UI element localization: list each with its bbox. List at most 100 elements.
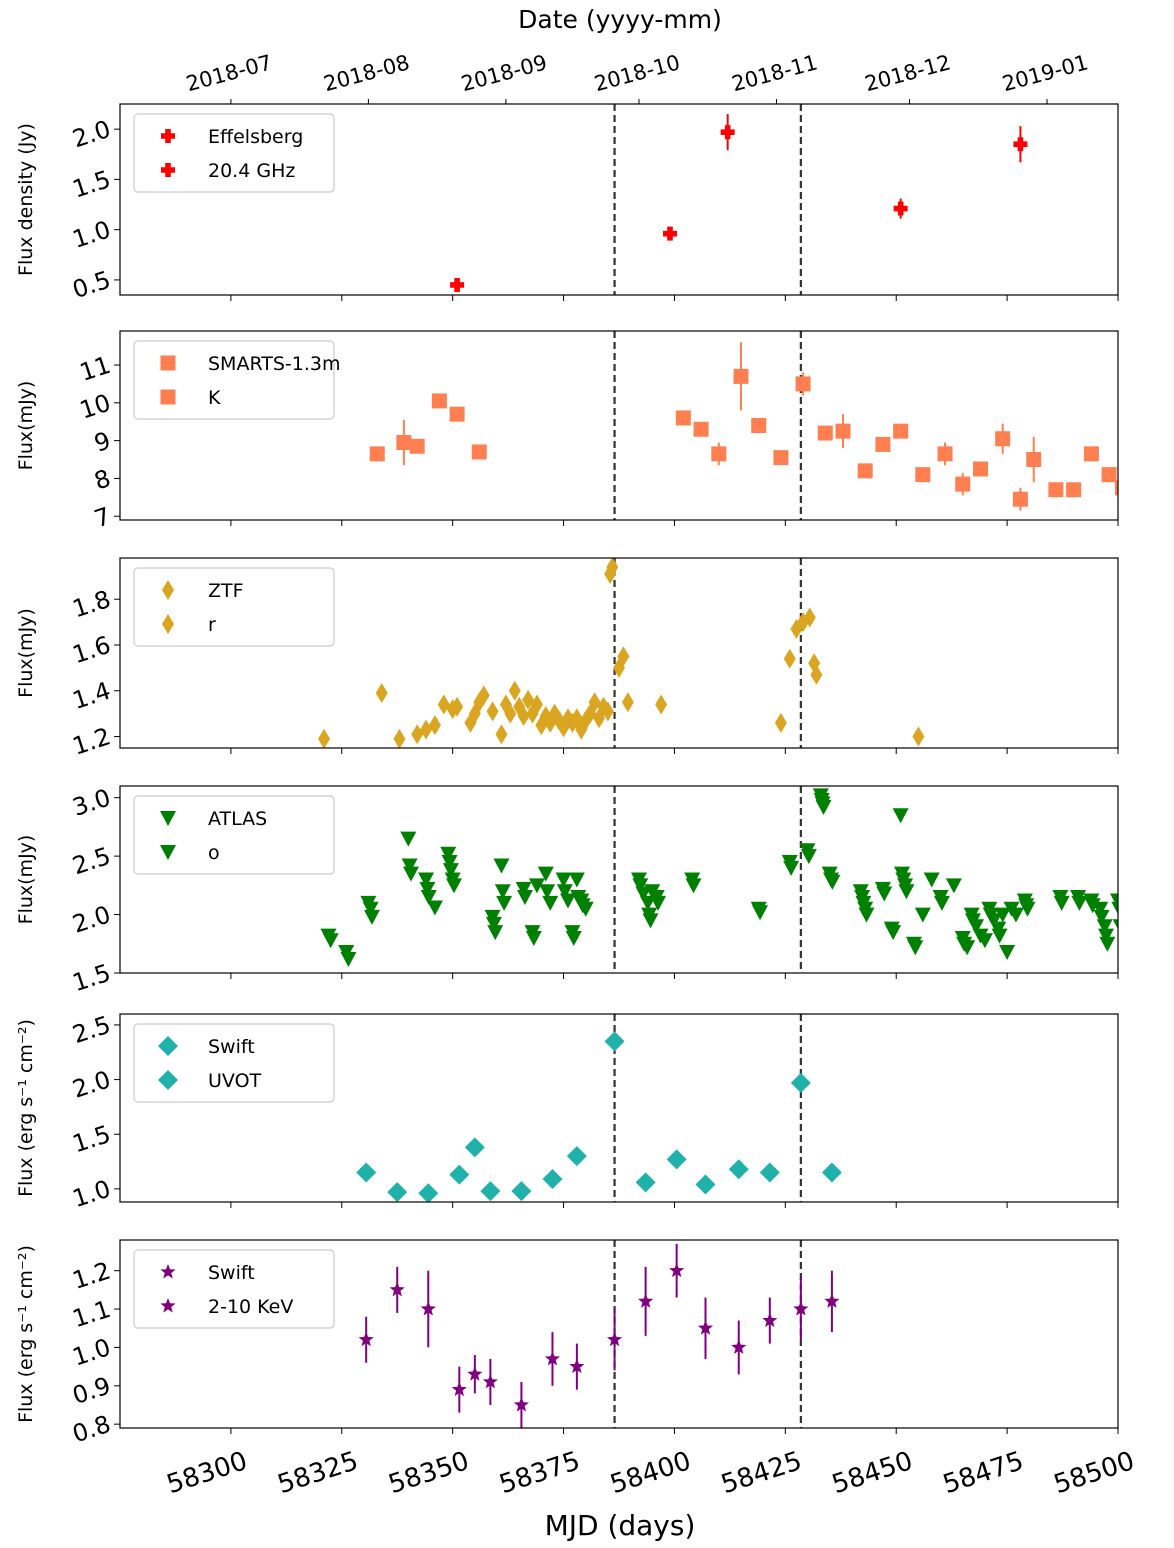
data-point: [959, 940, 976, 956]
data-point-shape: [666, 1149, 687, 1170]
data-point-shape: [733, 368, 749, 384]
y-tick-label: 10: [76, 389, 114, 425]
legend-label: Swift: [208, 1036, 255, 1058]
data-point: [1096, 919, 1113, 935]
legend-label: 2-10 KeV: [208, 1296, 293, 1318]
data-point-shape: [451, 1381, 467, 1397]
legend-label: o: [208, 842, 220, 864]
y-tick-label: 1.2: [69, 1256, 114, 1294]
data-point-shape: [685, 878, 702, 894]
legend-label: 20.4 GHz: [208, 160, 295, 182]
data-point-shape: [892, 808, 909, 824]
data-series: [356, 1031, 842, 1202]
data-point-shape: [655, 694, 668, 715]
data-point-shape: [508, 680, 521, 701]
data-point: [912, 726, 925, 747]
data-point: [495, 724, 508, 745]
top-x-tick-label: 2018-10: [592, 50, 683, 96]
data-point-shape: [635, 886, 652, 902]
panel-5: 1.0 1.5 2.0 2.5 Flux (erg s⁻¹ cm⁻²) Swift UVOT: [15, 1011, 1119, 1213]
data-point-shape: [1048, 482, 1064, 498]
data-point-shape: [803, 607, 816, 628]
data-point: [914, 907, 931, 923]
data-point: [375, 683, 388, 704]
legend-box: [133, 1023, 335, 1103]
data-point-shape: [420, 1301, 436, 1316]
data-point: [720, 125, 735, 140]
panel-3: 1.2 1.4 1.6 1.8 Flux(mJy) ZTF r: [15, 557, 1119, 761]
data-point-shape: [588, 692, 601, 713]
data-point: [675, 410, 691, 426]
data-point: [795, 376, 811, 392]
data-point: [369, 446, 385, 462]
data-point-shape: [635, 1172, 656, 1193]
data-point-shape: [451, 696, 464, 717]
data-point: [821, 1162, 842, 1183]
top-x-tick-label: 2018-08: [321, 50, 412, 96]
data-point: [318, 728, 331, 748]
data-point-shape: [480, 1181, 501, 1202]
data-point-shape: [515, 881, 532, 897]
data-point-shape: [835, 423, 851, 439]
data-point: [515, 881, 532, 897]
data-point-shape: [621, 692, 634, 713]
data-point-shape: [790, 1072, 811, 1093]
data-point-shape: [955, 476, 971, 492]
legend-marker: [162, 580, 174, 600]
bottom-x-axis-title: MJD (days): [545, 1509, 696, 1542]
data-point: [995, 431, 1011, 447]
data-point: [522, 689, 535, 710]
data-point-shape: [959, 940, 976, 956]
y-tick-label: 2.0: [69, 1065, 114, 1103]
data-point: [968, 919, 985, 935]
data-point-shape: [773, 450, 789, 466]
data-point-shape: [711, 446, 727, 462]
y-tick-label: 1.4: [69, 677, 114, 715]
data-point-shape: [419, 881, 436, 897]
data-point: [411, 724, 424, 745]
data-point: [525, 930, 542, 946]
data-point: [418, 1183, 439, 1202]
legend-marker-shape: [160, 1298, 176, 1313]
data-point-shape: [1098, 928, 1115, 944]
data-point: [937, 446, 953, 462]
legend-label: UVOT: [208, 1070, 262, 1092]
y-axis-title: Flux (erg s⁻¹ cm⁻²): [15, 1019, 37, 1197]
legend-marker-shape: [160, 811, 176, 826]
data-point-shape: [440, 846, 457, 862]
data-point-shape: [991, 928, 1008, 944]
y-tick-label: 0.5: [69, 266, 114, 304]
data-point-shape: [1053, 895, 1070, 911]
y-tick-label: 1.2: [69, 722, 114, 760]
y-tick-label: 1.0: [69, 215, 114, 253]
data-point: [803, 607, 816, 628]
y-tick-label: 8: [91, 464, 114, 495]
data-point: [655, 694, 668, 715]
top-x-tick-label: 2018-11: [729, 50, 820, 96]
bottom-x-tick-label: 58425: [718, 1446, 806, 1500]
legend-marker: [160, 389, 176, 405]
data-point-shape: [542, 1169, 563, 1190]
data-point: [1066, 482, 1082, 498]
data-point-shape: [751, 418, 767, 433]
data-point: [449, 1164, 470, 1185]
data-point-shape: [418, 872, 435, 888]
data-point: [711, 446, 727, 462]
data-point: [815, 800, 832, 816]
y-tick-label: 2.0: [69, 900, 114, 938]
data-point-shape: [893, 423, 909, 439]
data-point: [494, 884, 511, 900]
data-point-shape: [400, 831, 417, 847]
data-point-shape: [815, 800, 832, 816]
data-point-shape: [606, 1331, 623, 1347]
legend-marker-shape: [161, 129, 175, 143]
data-point: [762, 1312, 778, 1328]
legend-marker: [160, 1264, 176, 1279]
data-point: [999, 944, 1016, 960]
data-point-shape: [450, 277, 465, 292]
data-point: [892, 808, 909, 824]
data-point-shape: [1092, 901, 1109, 917]
data-point-shape: [1101, 467, 1117, 483]
data-point-shape: [675, 410, 691, 426]
